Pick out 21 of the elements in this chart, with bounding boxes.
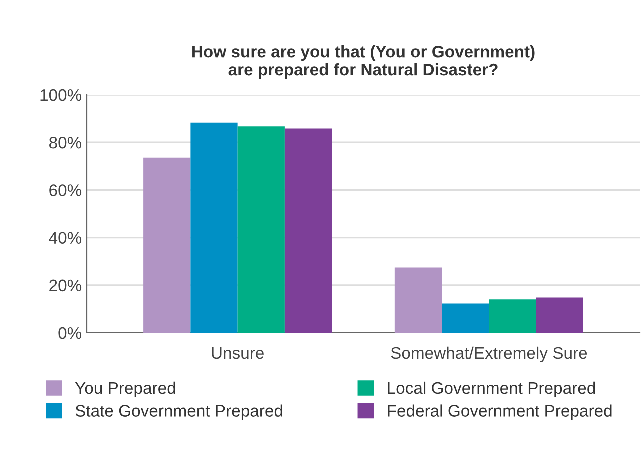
legend-label: Local Government Prepared xyxy=(388,382,596,398)
bar xyxy=(489,300,536,333)
legend-label: You Prepared xyxy=(75,382,176,398)
bar xyxy=(536,298,584,333)
y-tick-label: 100% xyxy=(40,89,82,102)
y-tick-label: 60% xyxy=(50,184,82,196)
x-tick-label: Unsure xyxy=(212,348,264,360)
x-tick-label: Somewhat/Extremely Sure xyxy=(391,346,588,362)
bar xyxy=(190,122,238,333)
bar xyxy=(144,158,191,333)
y-tick-label: 80% xyxy=(50,137,82,149)
bar xyxy=(394,268,442,333)
legend-label: Federal Government Prepared xyxy=(388,404,612,420)
legend-label: State Government Prepared xyxy=(76,404,282,420)
y-tick-label: 0% xyxy=(58,327,82,340)
y-tick-label: 40% xyxy=(49,232,82,244)
y-tick-label: 20% xyxy=(50,280,82,292)
chart-title: How sure are you that (You or Government) are prepared for Natural Disaster? xyxy=(192,46,535,80)
bar xyxy=(284,128,332,333)
bar xyxy=(238,126,285,333)
bar xyxy=(442,304,490,333)
